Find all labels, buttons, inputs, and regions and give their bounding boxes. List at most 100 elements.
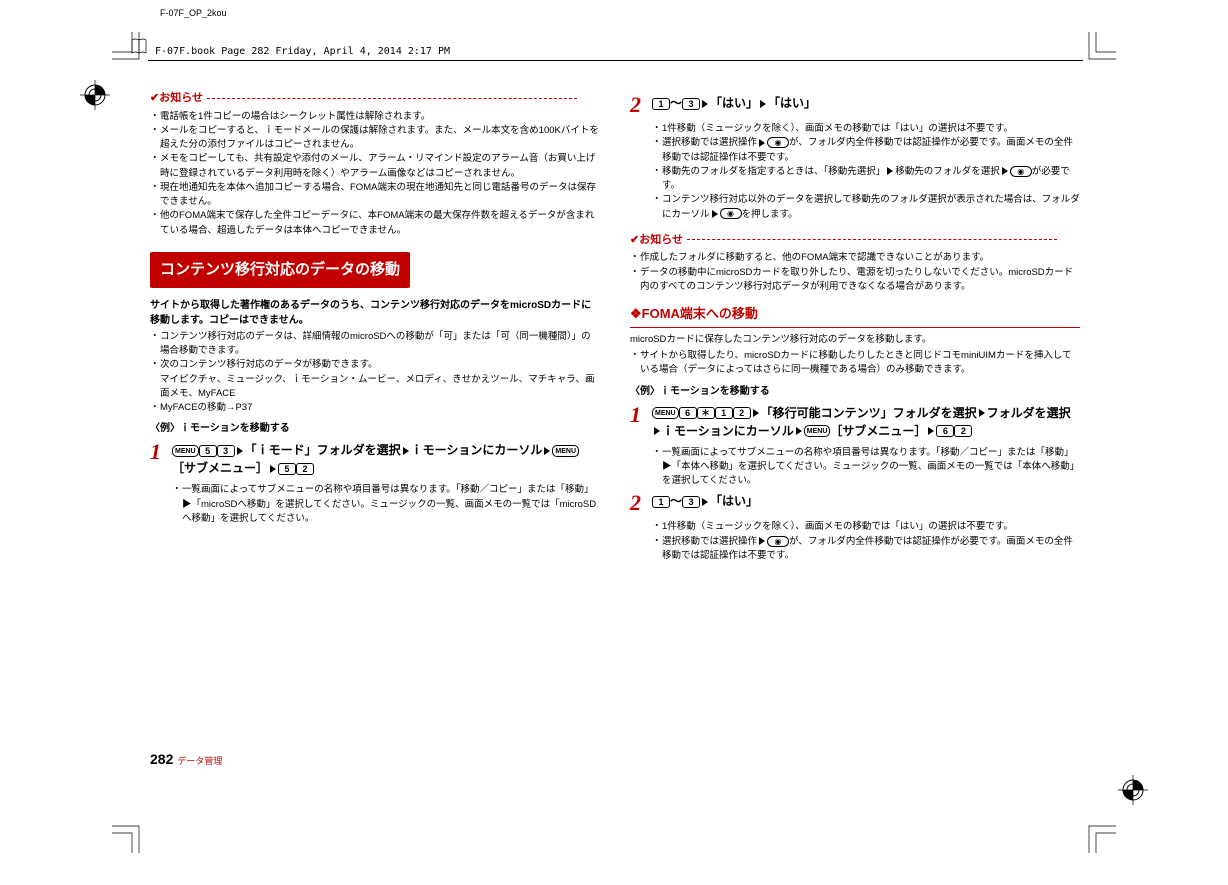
registration-mark-br [1118,775,1148,805]
step-number: 1 [150,441,172,463]
key-5: 5 [199,445,217,457]
notice-block: ✔お知らせ 作成したフォルダに移動すると、他のFOMA端末で認識できないことがあ… [630,232,1080,294]
menu-key: MENU [172,445,199,457]
step-number: 1 [630,404,652,426]
step-text: 「はい」 [768,96,816,110]
step-bullets: 一覧画面によってサブメニューの名称や項目番号は異なります。「移動／コピー」または… [172,483,600,526]
footer-label: データ管理 [177,756,222,766]
notice-block: ✔お知らせ 電話帳を1件コピーの場合はシークレット属性は解除されます。 メールを… [150,90,600,238]
example-label: 〈例〉ｉモーションを移動する [150,421,600,437]
key-1: 1 [652,496,670,508]
triangle-icon [928,427,934,435]
step-body: 1〜3 「はい」 [652,492,758,510]
key-3: 3 [682,98,700,110]
menu-key: MENU [804,425,831,437]
key-2: 2 [733,407,751,419]
key-2: 2 [296,463,314,475]
list-item: 1件移動（ミュージックを除く）、画面メモの移動では「はい」の選択は不要です。 [652,122,1080,136]
bullet-text: を押します。 [742,209,798,220]
list-item: サイトから取得したり、microSDカードに移動したりしたときと同じドコモmin… [630,349,1080,378]
list-item: コンテンツ移行対応以外のデータを選択して移動先のフォルダ選択が表示された場合は、… [652,193,1080,222]
camera-key-icon: ◉ [767,536,789,547]
list-item: データの移動中にmicroSDカードを取り外したり、電源を切ったりしないでくださ… [630,266,1080,295]
example-label: 〈例〉ｉモーションを移動する [630,384,1080,400]
triangle-icon [759,139,765,147]
page-footer: 282データ管理 [150,748,222,770]
book-icon [130,37,148,57]
section-heading: コンテンツ移行対応のデータの移動 [150,252,410,288]
menu-key: MENU [652,407,679,419]
notice-title: ✔お知らせ [630,234,683,246]
triangle-icon [979,409,985,417]
triangle-icon [544,447,550,455]
bullet-text: 移動先のフォルダを指定するときは、「移動先選択」 [662,166,885,177]
bullet-text: 選択移動では選択操作 [662,536,757,547]
step-bullets: 1件移動（ミュージックを除く）、画面メモの移動では「はい」の選択は不要です。 選… [652,122,1080,222]
triangle-icon [760,100,766,108]
tilde: 〜 [670,494,682,508]
key-6: 6 [936,425,954,437]
triangle-icon [1002,167,1008,175]
list-item: 1件移動（ミュージックを除く）、画面メモの移動では「はい」の選択は不要です。 [652,520,1080,534]
list-item: 一覧画面によってサブメニューの名称や項目番号は異なります。「移動／コピー」または… [172,483,600,526]
key-3: 3 [682,496,700,508]
crop-mark [1086,823,1116,853]
section-intro: サイトから取得した著作権のあるデータのうち、コンテンツ移行対応のデータをmicr… [150,298,600,328]
step-text: ｉモーションにカーソル [662,424,794,438]
bullet-text: 選択移動では選択操作 [662,137,757,148]
list-item: 作成したフォルダに移動すると、他のFOMA端末で認識できないことがあります。 [630,251,1080,265]
dashed-rule [687,239,1057,240]
step-body: 1〜3「はい」「はい」 [652,94,816,112]
step-number: 2 [630,492,652,514]
list-item: コンテンツ移行対応のデータは、詳細情報のmicroSDへの移動が「可」または「可… [150,330,600,359]
bullet-text: 移動先のフォルダを選択 [895,166,1000,177]
list-item: 選択移動では選択操作◉が、フォルダ内全件移動では認証操作が必要です。画面メモの全… [652,535,1080,564]
triangle-icon [270,465,276,473]
triangle-icon [759,537,765,545]
camera-key-icon: ◉ [720,208,742,219]
sub-bullets: サイトから取得したり、microSDカードに移動したりしたときと同じドコモmin… [630,349,1080,378]
list-item: メモをコピーしても、共有設定や添付のメール、アラーム・リマインド設定のアラーム音… [150,152,600,181]
key-star: ＊ [697,407,715,419]
r-step-2: 2 1〜3 「はい」 [630,492,1080,514]
key-5: 5 [278,463,296,475]
key-1: 1 [715,407,733,419]
triangle-icon [887,167,893,175]
key-2: 2 [954,425,972,437]
notice-title: ✔お知らせ [150,92,203,104]
page-header-file: F-07F.book Page 282 Friday, April 4, 201… [155,46,450,57]
step-text: 「移行可能コンテンツ」フォルダを選択 [761,406,977,420]
camera-key-icon: ◉ [767,137,789,148]
crop-mark [112,823,142,853]
camera-key-icon: ◉ [1010,166,1032,177]
step-2: 2 1〜3「はい」「はい」 [630,94,1080,116]
key-6: 6 [679,407,697,419]
key-3: 3 [217,445,235,457]
triangle-icon [796,427,802,435]
tab-label: F-07F_OP_2kou [160,8,227,18]
list-item: MyFACEの移動→P37 [150,401,600,415]
step-bullets: 一覧画面によってサブメニューの名称や項目番号は異なります。「移動／コピー」または… [652,446,1080,489]
step-body: MENU53「ｉモード」フォルダを選択ｉモーションにカーソルMENU［サブメニュ… [172,441,600,477]
step-body: MENU6＊12「移行可能コンテンツ」フォルダを選択フォルダを選択ｉモーションに… [652,404,1080,440]
step-text: 「はい」 [710,494,758,508]
tilde: 〜 [670,96,682,110]
step-text: 「ｉモード」フォルダを選択 [245,443,401,457]
step-number: 2 [630,94,652,116]
triangle-icon [712,210,718,218]
step-text: ［サブメニュー］ [830,424,926,438]
list-item: メールをコピーすると、ｉモードメールの保護は解除されます。また、メール本文を含め… [150,124,600,153]
step-1: 1 MENU53「ｉモード」フォルダを選択ｉモーションにカーソルMENU［サブメ… [150,441,600,477]
list-item: 現在地通知先を本体へ追加コピーする場合、FOMA端末の現在地通知先と同じ電話番号… [150,181,600,210]
r-step-1: 1 MENU6＊12「移行可能コンテンツ」フォルダを選択フォルダを選択ｉモーショ… [630,404,1080,440]
crop-mark [1086,32,1116,62]
dashed-rule [207,98,577,99]
subheading-text: FOMA端末への移動 [642,306,758,321]
intro-bullets: コンテンツ移行対応のデータは、詳細情報のmicroSDへの移動が「可」または「可… [150,330,600,416]
list-item: 電話帳を1件コピーの場合はシークレット属性は解除されます。 [150,110,600,124]
left-column: ✔お知らせ 電話帳を1件コピーの場合はシークレット属性は解除されます。 メールを… [150,90,600,790]
list-item: 他のFOMA端末で保存した全件コピーデータに、本FOMA端末の最大保存件数を超え… [150,209,600,238]
step-text: フォルダを選択 [987,406,1071,420]
notice-list: 作成したフォルダに移動すると、他のFOMA端末で認識できないことがあります。 デ… [630,251,1080,294]
triangle-icon [403,447,409,455]
